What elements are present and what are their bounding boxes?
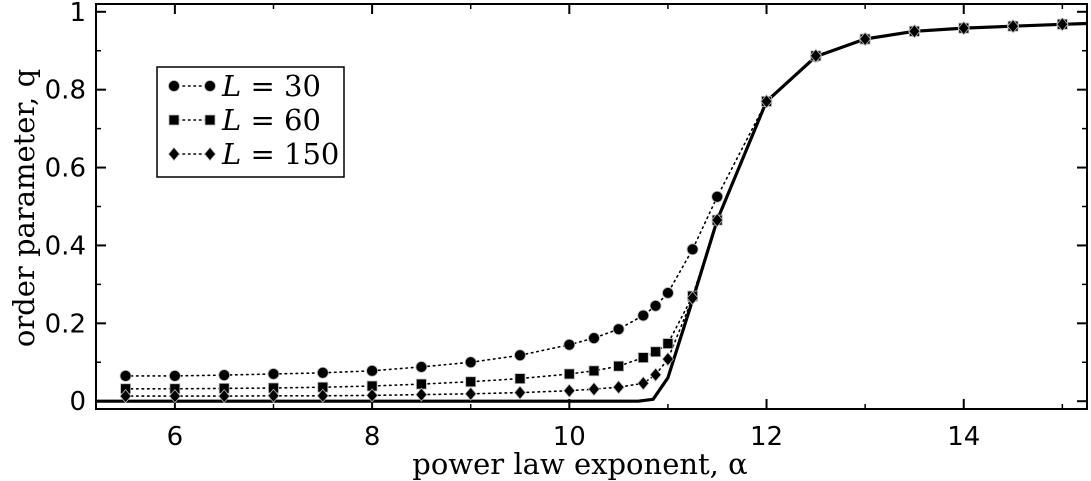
legend-label-variable: L <box>221 103 241 137</box>
legend: L = 30L = 60L = 150 <box>156 66 345 178</box>
legend-marker-diamond <box>167 146 181 162</box>
legend-box <box>156 66 345 178</box>
legend-label-value: = 30 <box>241 69 321 103</box>
axis-ticks <box>96 4 1087 409</box>
data-point-diamond <box>415 387 428 402</box>
data-point-circle <box>637 309 650 322</box>
y-axis-title: order parameter, q <box>7 69 41 347</box>
y-tick-label: 0.4 <box>45 231 86 261</box>
data-point-square <box>637 352 649 363</box>
data-point-diamond <box>119 389 132 404</box>
legend-marker-diamond <box>203 146 217 162</box>
data-point-square <box>588 365 600 377</box>
series-line-1 <box>124 23 1064 390</box>
axis-tick-labels: 6 8 10 12 14 0 0.2 0.4 0.6 0.8 1 <box>45 0 981 452</box>
data-point-square <box>514 373 526 385</box>
data-point-diamond <box>711 213 724 228</box>
data-point-circle <box>588 332 600 345</box>
data-point-circle <box>464 356 477 369</box>
x-tick-label: 6 <box>167 422 184 452</box>
data-point-diamond <box>809 48 822 63</box>
data-point-circle <box>119 369 132 382</box>
data-point-diamond <box>1056 17 1069 32</box>
legend-label: L = 30 <box>221 69 321 103</box>
data-point-square <box>613 360 625 372</box>
x-tick-label: 8 <box>364 422 381 452</box>
legend-marker-square <box>168 114 180 126</box>
data-point-diamond <box>218 389 231 404</box>
plot-frame <box>95 3 1088 410</box>
data-point-circle <box>649 299 662 312</box>
data-point-circle <box>711 190 724 203</box>
data-point-circle <box>686 243 699 256</box>
data-point-circle <box>514 349 526 362</box>
data-point-square <box>650 346 661 358</box>
x-tick-label: 10 <box>553 422 586 452</box>
data-point-square <box>563 368 575 380</box>
x-axis-title: power law exponent, α <box>412 447 747 481</box>
data-point-diamond <box>957 21 970 36</box>
data-point-circle <box>218 369 231 382</box>
legend-label-variable: L <box>221 137 241 171</box>
x-tick-label: 12 <box>750 422 783 452</box>
data-point-diamond <box>366 388 379 403</box>
legend-label: L = 150 <box>221 137 339 171</box>
data-point-circle <box>415 361 428 373</box>
data-point-diamond <box>686 290 699 306</box>
data-point-diamond <box>168 389 181 404</box>
y-tick-label: 0.2 <box>45 309 86 339</box>
data-point-diamond <box>908 24 921 39</box>
limit-curve <box>96 21 1088 403</box>
data-point-square <box>662 338 674 349</box>
data-point-circle <box>316 366 329 379</box>
data-point-diamond <box>649 367 662 382</box>
data-point-diamond <box>513 385 527 400</box>
legend-marker-square <box>204 114 216 126</box>
data-point-square <box>465 376 477 388</box>
x-tick-label: 14 <box>947 422 980 452</box>
series-layer <box>96 17 1088 404</box>
legend-label-value: = 60 <box>241 103 321 137</box>
data-point-circle <box>366 364 378 377</box>
data-point-diamond <box>760 94 773 109</box>
legend-label-value: = 150 <box>241 137 339 171</box>
data-point-circle <box>267 368 280 380</box>
legend-label-variable: L <box>221 69 241 103</box>
data-point-diamond <box>563 383 576 398</box>
y-tick-label: 0 <box>69 387 86 417</box>
data-point-circle <box>612 323 625 336</box>
data-point-diamond <box>267 388 280 403</box>
data-point-diamond <box>859 31 872 47</box>
y-tick-label: 1 <box>69 0 86 28</box>
legend-label: L = 60 <box>221 103 321 137</box>
data-point-circle <box>662 287 674 299</box>
data-point-diamond <box>612 380 625 395</box>
data-point-diamond <box>464 386 477 401</box>
data-point-circle <box>168 369 181 382</box>
data-point-diamond <box>1007 19 1020 34</box>
y-tick-label: 0.6 <box>45 154 86 184</box>
legend-marker-circle <box>204 80 216 92</box>
data-point-diamond <box>637 376 650 391</box>
data-point-diamond <box>587 382 600 397</box>
legend-marker-circle <box>168 80 180 92</box>
data-point-diamond <box>316 388 329 403</box>
data-point-circle <box>563 338 576 351</box>
data-point-diamond <box>661 352 674 367</box>
y-tick-label: 0.8 <box>45 76 86 106</box>
